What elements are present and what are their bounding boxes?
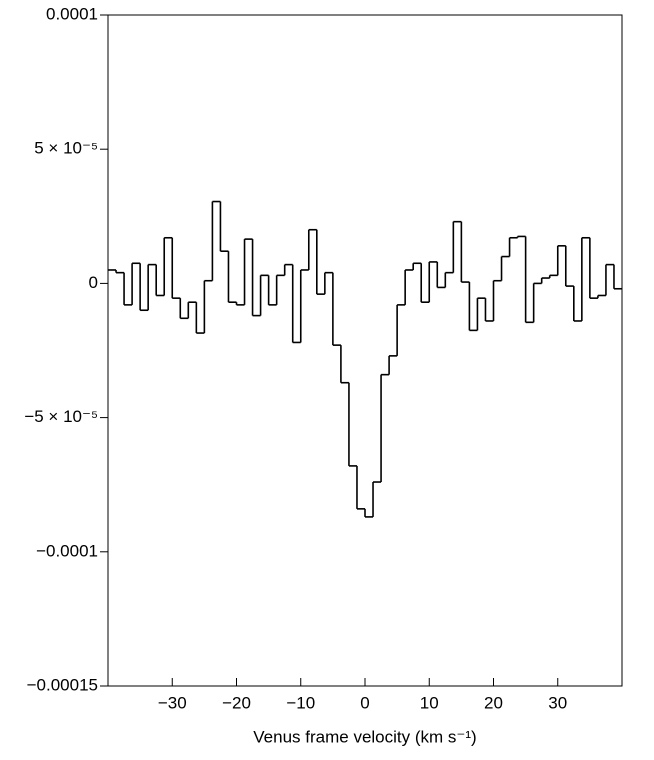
x-tick-label: 10 bbox=[420, 693, 439, 712]
y-tick-label: 0 bbox=[89, 273, 98, 292]
x-tick-label: 20 bbox=[484, 693, 503, 712]
y-tick-label: 5 × 10⁻⁵ bbox=[34, 139, 98, 158]
x-axis-label: Venus frame velocity (km s⁻¹) bbox=[253, 727, 476, 746]
y-tick-label: 0.0001 bbox=[46, 4, 98, 23]
y-tick-label: −5 × 10⁻⁵ bbox=[24, 407, 98, 426]
y-tick-label: −0.00015 bbox=[27, 675, 98, 694]
x-tick-label: −20 bbox=[222, 693, 251, 712]
plot-frame bbox=[107, 14, 623, 687]
y-tick-label: −0.0001 bbox=[36, 541, 98, 560]
x-tick-label: −10 bbox=[286, 693, 315, 712]
x-tick-label: −30 bbox=[158, 693, 187, 712]
x-tick-label: 30 bbox=[548, 693, 567, 712]
x-tick-label: 0 bbox=[360, 693, 369, 712]
